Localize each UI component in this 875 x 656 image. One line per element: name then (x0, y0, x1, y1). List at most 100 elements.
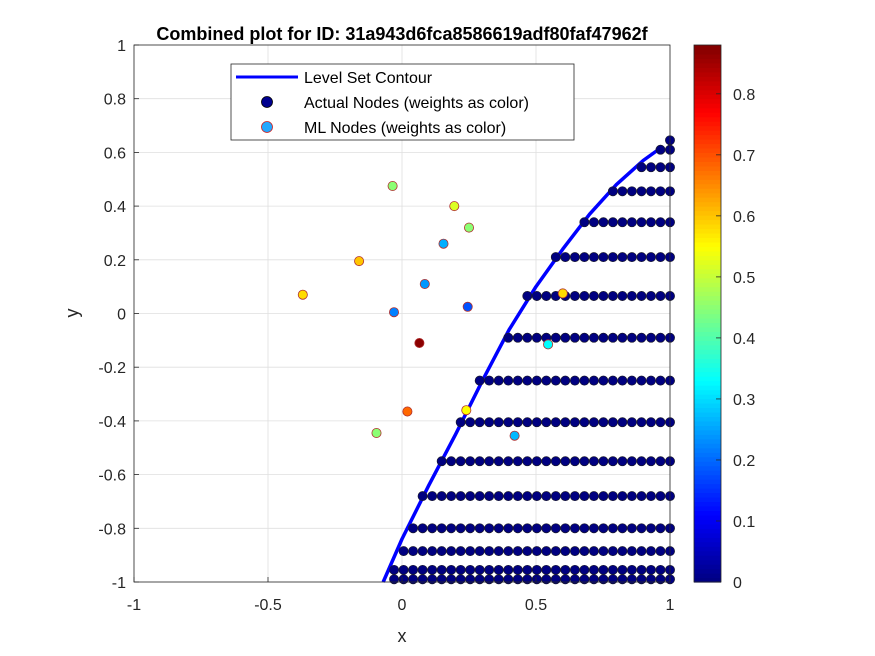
colorbar-strip (694, 523, 721, 529)
actual-node (626, 491, 637, 502)
actual-node (503, 417, 514, 428)
actual-node (655, 186, 666, 197)
actual-node (598, 564, 609, 575)
colorbar-box (693, 44, 722, 583)
colorbar-strip (694, 528, 721, 534)
actual-node (569, 491, 580, 502)
actual-node (427, 564, 438, 575)
actual-node (398, 564, 409, 575)
actual-node (607, 523, 618, 534)
colorbar-strip (694, 546, 721, 552)
actual-node (417, 523, 428, 534)
actual-node (560, 375, 571, 386)
colorbar-strip (694, 447, 721, 453)
colorbar-strip (694, 577, 721, 583)
actual-node (541, 291, 552, 301)
actual-node (446, 546, 457, 557)
actual-node (646, 523, 656, 534)
colorbar-strip (694, 259, 721, 265)
colorbar-strip (694, 98, 721, 104)
actual-node (446, 456, 457, 467)
actual-node (484, 546, 495, 557)
actual-node (607, 491, 618, 502)
actual-node (522, 375, 533, 386)
actual-node (493, 574, 504, 585)
actual-node (427, 523, 438, 534)
actual-node (417, 546, 428, 557)
actual-node (626, 417, 637, 428)
actual-node (512, 417, 523, 428)
actual-node (646, 375, 656, 386)
colorbar-strip (694, 268, 721, 274)
colorbar-strip (694, 197, 721, 203)
actual-node (569, 375, 580, 386)
actual-node (646, 162, 656, 173)
actual-node (607, 417, 618, 428)
colorbar-strip (694, 479, 721, 485)
actual-node (617, 252, 628, 263)
actual-node (607, 456, 618, 467)
actual-node (503, 546, 514, 557)
actual-node (626, 332, 637, 343)
actual-node (541, 417, 552, 428)
actual-node (522, 417, 533, 428)
colorbar-strip (694, 519, 721, 525)
colorbar-strip (694, 241, 721, 247)
colorbar-strip (694, 246, 721, 252)
actual-node (550, 456, 561, 467)
colorbar-gradient (694, 45, 721, 583)
colorbar-strip (694, 313, 721, 319)
actual-node (626, 564, 637, 575)
actual-node (484, 456, 495, 467)
colorbar-strip (694, 514, 721, 520)
actual-node (465, 546, 476, 557)
colorbar-strip (694, 138, 721, 145)
actual-node (626, 252, 637, 263)
colorbar-strip (694, 295, 721, 301)
actual-node (636, 252, 647, 263)
actual-node (398, 574, 409, 585)
actual-node (646, 291, 656, 301)
actual-node (550, 252, 561, 263)
colorbar-strip (694, 367, 721, 373)
x-axis-ticks: -1 -0.5 0 0.5 1 (127, 577, 675, 614)
actual-node (522, 564, 533, 575)
actual-node (569, 332, 580, 343)
actual-node (579, 417, 590, 428)
actual-node (607, 564, 618, 575)
colorbar-strip (694, 425, 721, 431)
actual-node (541, 523, 552, 534)
actual-node (493, 523, 504, 534)
actual-node (588, 217, 599, 228)
colorbar-strip (694, 492, 721, 498)
colorbar-tick-label: 0.6 (733, 209, 755, 226)
colorbar-strip (694, 309, 721, 315)
actual-node (646, 546, 656, 557)
actual-node (389, 574, 400, 585)
actual-node (503, 491, 514, 502)
actual-node (617, 574, 628, 585)
actual-node (588, 491, 599, 502)
actual-node (655, 417, 666, 428)
actual-node (550, 375, 561, 386)
actual-node (598, 523, 609, 534)
actual-node (455, 574, 466, 585)
actual-node (465, 491, 476, 502)
actual-node (408, 564, 419, 575)
actual-node (617, 564, 628, 575)
ml-node (438, 238, 449, 249)
colorbar-strip (694, 461, 721, 467)
colorbar-strip (694, 112, 721, 118)
actual-node (588, 456, 599, 467)
actual-node (417, 574, 428, 585)
colorbar-strip (694, 224, 721, 230)
colorbar-strip (694, 62, 721, 68)
colorbar-tick-label: 0.8 (733, 87, 755, 104)
actual-node (588, 546, 599, 557)
actual-node (607, 217, 618, 228)
x-tick-label: 0 (398, 597, 407, 614)
y-tick-label: 1 (117, 38, 126, 55)
colorbar-tick-label: 0.1 (733, 514, 755, 531)
colorbar-strip (694, 45, 721, 51)
colorbar-strip (694, 398, 721, 404)
